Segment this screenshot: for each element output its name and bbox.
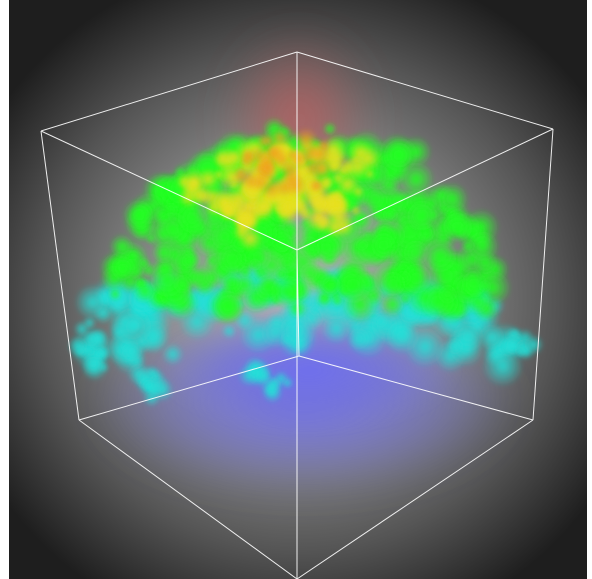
cloud-puff-cyan	[82, 330, 100, 348]
cloud-puff-green	[122, 198, 156, 232]
cloud-puff-green	[151, 240, 176, 265]
box-edge	[298, 355, 534, 421]
cloud-puff-yellow	[219, 200, 237, 219]
cloud-puff-yellow	[345, 154, 371, 180]
cloud-puff-cyan	[515, 346, 526, 358]
box-edge	[296, 128, 554, 251]
cloud-puff-green	[379, 270, 407, 298]
cloud-puff-green	[355, 238, 369, 252]
cloud-puff-green	[384, 140, 414, 170]
cloud-puff-orange	[309, 157, 334, 182]
cloud-puff-orange	[260, 178, 283, 200]
cloud-puff-green	[268, 273, 305, 309]
cloud-puff-orange	[241, 172, 260, 191]
box-edge	[296, 51, 554, 130]
cloud-puff-green	[211, 288, 245, 322]
cloud-puff-orange	[278, 159, 301, 181]
box-edge	[532, 128, 554, 421]
cloud-puff-orange	[249, 145, 271, 166]
cloud-puff-orange	[263, 163, 273, 174]
box-edge	[40, 130, 80, 421]
cloud-puff-orange	[236, 168, 245, 177]
bounding-box-wireframe	[40, 51, 554, 579]
render-viewport	[9, 0, 587, 579]
cloud-puff-green	[220, 271, 244, 295]
cloud-puff-yellow	[225, 149, 242, 166]
cloud-puff-cyan	[80, 351, 105, 376]
cloud-puff-yellow	[352, 186, 365, 198]
box-edge	[78, 355, 300, 421]
cloud-puff-orange	[311, 179, 324, 192]
cloud-puff-green	[172, 273, 193, 295]
cloud-puff-cyan	[111, 305, 154, 349]
cloud-puff-green	[369, 231, 398, 260]
cloud-puff-yellow	[331, 171, 345, 185]
cloud-puff-green	[273, 265, 290, 282]
cloud-puff-green	[420, 236, 459, 275]
box-edge	[40, 130, 298, 251]
cloud-puff-green	[441, 210, 475, 244]
cloud-puff-yellow	[189, 186, 208, 205]
cloud-puff-yellow	[314, 215, 332, 233]
cloud-puff-orange	[262, 134, 275, 148]
cloud-puff-green	[437, 283, 458, 305]
cloud-puff-green	[478, 279, 492, 293]
cloud-puff-cyan	[260, 375, 283, 398]
cloud-puff-orange	[286, 149, 298, 161]
cloud-puff-yellow	[233, 223, 250, 241]
cloud-puff-yellow	[287, 197, 303, 214]
cloud-puff-yellow	[350, 205, 361, 216]
cloud-puff-green	[137, 257, 151, 270]
cloud-puff-green	[436, 182, 469, 215]
cloud-puff-cyan	[74, 283, 112, 321]
cloud-puff-yellow	[213, 169, 224, 180]
cloud-puff-green	[323, 122, 337, 136]
cloud-puff-cyan	[523, 334, 544, 355]
cloud-puff-green	[175, 200, 210, 235]
cloud-puff-cyan	[221, 323, 237, 339]
box-edge	[296, 249, 300, 357]
cloud-puff-cyan	[162, 343, 184, 366]
cloud-puff-cyan	[346, 326, 371, 351]
box-edge	[78, 419, 298, 579]
cloud-puff-cyan	[73, 344, 88, 359]
cloud-puff-cyan	[373, 314, 388, 329]
cloud-puff-green	[181, 252, 198, 269]
cloud-puff-yellow	[306, 192, 328, 214]
cloud-puff-green	[466, 229, 500, 263]
cloud-puff-orange	[294, 127, 318, 152]
cloud-puff-green	[298, 261, 322, 285]
cloud-puff-green	[333, 266, 374, 306]
cloud-puff-green	[399, 261, 434, 296]
cloud-puff-cyan	[384, 317, 422, 355]
cloud-puff-orange	[271, 129, 288, 146]
cloud-puff-green	[405, 198, 440, 233]
cloud-puff-cyan	[146, 373, 169, 397]
turbulent-cloud	[67, 117, 544, 407]
cloud-puff-cyan	[446, 337, 464, 356]
cloud-puff-green	[248, 258, 262, 272]
cloud-puff-green	[187, 264, 214, 291]
box-edge	[40, 51, 298, 132]
cloud-puff-green	[380, 292, 405, 317]
box-edge	[296, 419, 534, 579]
volume-render-canvas	[40, 25, 554, 579]
cloud-puff-green	[109, 254, 137, 282]
